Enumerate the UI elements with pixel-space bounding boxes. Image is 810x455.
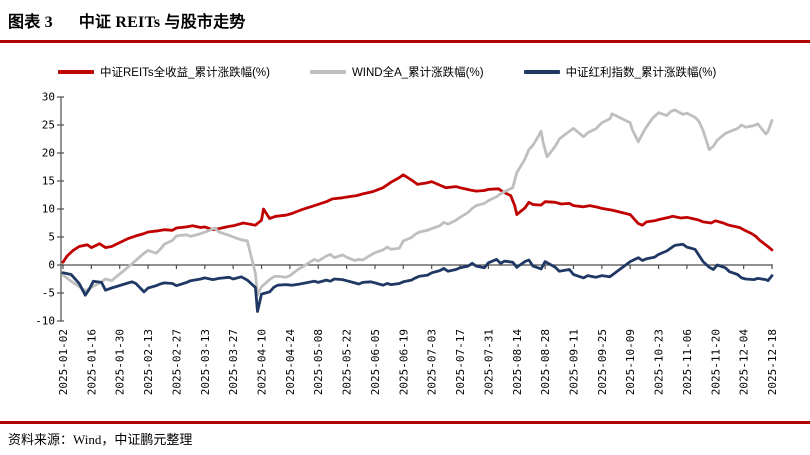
series-line-reits [61, 173, 774, 264]
svg-text:-5: -5 [42, 287, 55, 300]
svg-text:2025-01-30: 2025-01-30 [114, 329, 127, 395]
bottom-divider [0, 421, 810, 424]
svg-text:10: 10 [42, 203, 55, 216]
svg-text:2025-06-05: 2025-06-05 [369, 329, 382, 395]
svg-text:2025-08-14: 2025-08-14 [511, 329, 524, 396]
legend-label-winda: WIND全A_累计涨跌幅(%) [351, 67, 484, 79]
y-axis-labels: 30 25 20 15 10 5 0 -5 -10 [35, 91, 55, 328]
svg-text:-10: -10 [35, 315, 55, 328]
series-line-wind-all-a [61, 108, 774, 297]
svg-text:20: 20 [42, 147, 55, 160]
figure-title-text: 中证 REITs 与股市走势 [78, 14, 246, 31]
dividend-line-swatch [523, 70, 560, 74]
top-divider [0, 40, 810, 43]
svg-text:2025-07-03: 2025-07-03 [426, 329, 439, 395]
svg-text:2025-09-25: 2025-09-25 [596, 329, 609, 395]
svg-text:2025-01-02: 2025-01-02 [57, 329, 70, 395]
svg-text:2025-07-31: 2025-07-31 [482, 329, 495, 395]
svg-text:25: 25 [42, 119, 55, 132]
chart-legend: 中证REITs全收益_累计涨跌幅(%) WIND全A_累计涨跌幅(%) 中证红利… [58, 64, 788, 80]
series-line-dividend-index [61, 242, 774, 313]
figure-title: 图表 3 中证 REITs 与股市走势 [8, 8, 246, 32]
svg-text:2025-06-19: 2025-06-19 [397, 329, 410, 395]
legend-label-reits: 中证REITs全收益_累计涨跌幅(%) [100, 67, 270, 79]
data-source-note: 资料来源：Wind，中证鹏元整理 [8, 432, 193, 447]
legend-item-reits: 中证REITs全收益_累计涨跌幅(%) [58, 64, 270, 80]
svg-text:2025-01-16: 2025-01-16 [85, 329, 98, 395]
figure-number: 图表 3 [8, 14, 53, 31]
svg-text:2025-04-10: 2025-04-10 [256, 329, 269, 395]
svg-text:2025-12-18: 2025-12-18 [766, 329, 779, 395]
svg-text:2025-12-04: 2025-12-04 [738, 329, 751, 396]
svg-text:5: 5 [48, 231, 55, 244]
winda-line-swatch [309, 70, 346, 74]
svg-text:2025-03-27: 2025-03-27 [227, 329, 240, 395]
legend-item-dividend: 中证红利指数_累计涨跌幅(%) [523, 64, 717, 80]
svg-text:2025-05-08: 2025-05-08 [312, 329, 325, 395]
axes [57, 96, 773, 322]
svg-text:2025-11-20: 2025-11-20 [709, 329, 722, 395]
x-axis-labels: 2025-01-02 2025-01-16 2025-01-30 2025-02-13… [57, 329, 779, 396]
svg-text:15: 15 [42, 175, 55, 188]
legend-label-dividend: 中证红利指数_累计涨跌幅(%) [565, 67, 717, 79]
svg-text:2025-02-27: 2025-02-27 [170, 329, 183, 395]
svg-text:0: 0 [48, 259, 55, 272]
svg-text:2025-10-09: 2025-10-09 [624, 329, 637, 395]
svg-text:2025-07-17: 2025-07-17 [454, 329, 467, 395]
svg-text:2025-09-11: 2025-09-11 [567, 329, 580, 395]
svg-text:2025-03-13: 2025-03-13 [199, 329, 212, 395]
svg-text:2025-08-28: 2025-08-28 [539, 329, 552, 395]
svg-text:2025-11-06: 2025-11-06 [681, 329, 694, 395]
svg-text:30: 30 [42, 91, 55, 104]
svg-text:2025-02-13: 2025-02-13 [142, 329, 155, 395]
svg-text:2025-05-22: 2025-05-22 [341, 329, 354, 395]
svg-text:2025-04-24: 2025-04-24 [284, 329, 297, 396]
svg-text:2025-10-23: 2025-10-23 [653, 329, 666, 395]
reits-line-swatch [58, 70, 94, 74]
legend-item-winda: WIND全A_累计涨跌幅(%) [309, 64, 484, 80]
